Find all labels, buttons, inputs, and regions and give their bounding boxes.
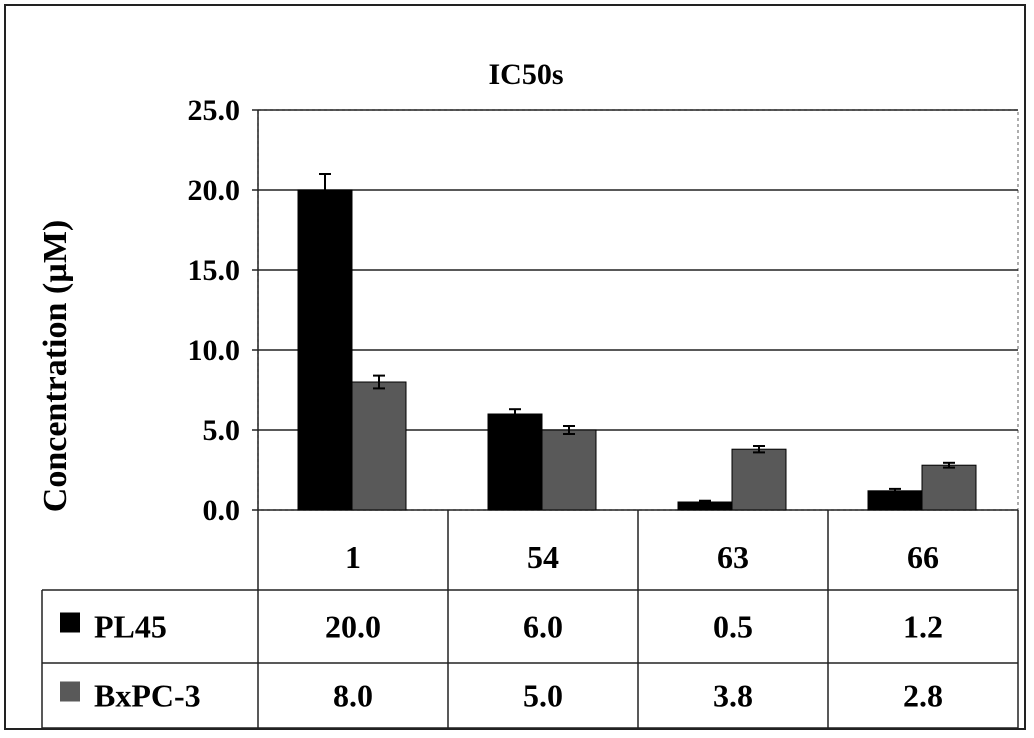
data-label: 20.0: [325, 609, 381, 645]
bar-bxpc-3-1: [351, 381, 407, 511]
category-label: 66: [907, 539, 939, 575]
data-label: 3.8: [713, 678, 753, 714]
legend-swatch: [60, 612, 80, 633]
legend-label: BxPC-3: [94, 678, 201, 714]
legend-swatch: [60, 681, 80, 702]
y-tick-label: 25.0: [188, 94, 241, 127]
data-table: 1 54 63 66 PL45 20.0 6.0 0.5 1.2 BxPC-3 8.0 5.0 3.8 2…: [41, 510, 1019, 729]
bar-bxpc-3-63: [731, 448, 787, 511]
data-label: 1.2: [903, 609, 943, 645]
y-tick-label: 5.0: [203, 414, 241, 447]
y-tick-label: 20.0: [188, 174, 241, 207]
category-label: 63: [717, 539, 749, 575]
y-tick-label: 0.0: [203, 494, 241, 527]
bar-pl45-1: [297, 189, 353, 511]
category-label: 54: [527, 539, 559, 575]
gridlines: 0.0 5.0 10.0 15.0 20.0 25.0: [188, 94, 1019, 527]
legend-label: PL45: [94, 609, 167, 645]
data-label: 8.0: [333, 678, 373, 714]
chart-title: IC50s: [488, 58, 563, 91]
data-label: 5.0: [523, 678, 563, 714]
bar-pl45-54: [487, 413, 543, 511]
y-tick-label: 15.0: [188, 254, 241, 287]
y-axis-label: Concentration (µM): [37, 220, 74, 512]
category-label: 1: [345, 539, 361, 575]
bar-bxpc-3-54: [541, 429, 597, 511]
data-label: 0.5: [713, 609, 753, 645]
y-tick-label: 10.0: [188, 334, 241, 367]
chart-frame: [4, 4, 1026, 730]
bars: [297, 173, 977, 511]
data-label: 6.0: [523, 609, 563, 645]
data-label: 2.8: [903, 678, 943, 714]
bar-bxpc-3-66: [921, 464, 977, 511]
